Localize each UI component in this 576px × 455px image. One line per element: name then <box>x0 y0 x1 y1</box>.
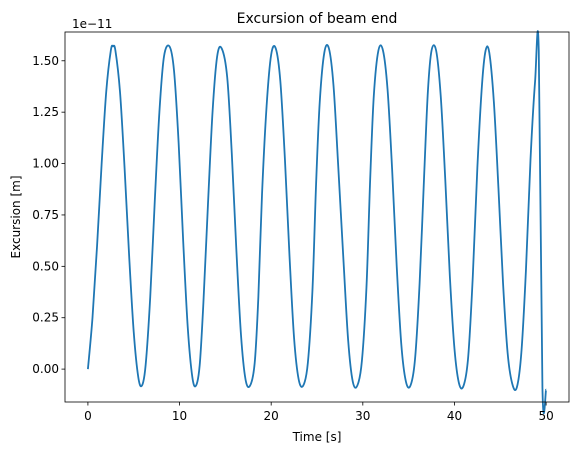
x-tick-label: 0 <box>84 409 92 423</box>
x-tick-label: 30 <box>355 409 370 423</box>
plot-area <box>64 30 570 415</box>
y-tick-label: 0.25 <box>32 311 59 325</box>
chart-title: Excursion of beam end <box>237 11 398 27</box>
y-tick-label: 1.25 <box>32 105 59 119</box>
y-offset-label: 1e−11 <box>72 17 112 31</box>
y-tick-label: 0.50 <box>32 259 59 273</box>
x-axis: 0 10 20 30 40 50 <box>84 402 554 423</box>
x-axis-label: Time [s] <box>292 430 342 444</box>
x-tick-label: 20 <box>264 409 279 423</box>
x-tick-label: 40 <box>447 409 462 423</box>
y-axis: 0.00 0.25 0.50 0.75 1.00 1.25 1.50 <box>32 54 65 376</box>
series-layer <box>87 30 547 415</box>
axes-frame <box>64 31 570 403</box>
y-tick-label: 0.00 <box>32 362 59 376</box>
series-line <box>87 30 547 415</box>
x-tick-label: 10 <box>172 409 187 423</box>
y-axis-label: Excursion [m] <box>9 175 23 258</box>
y-tick-label: 1.50 <box>32 54 59 68</box>
x-tick-label: 50 <box>538 409 553 423</box>
y-tick-label: 0.75 <box>32 208 59 222</box>
y-tick-label: 1.00 <box>32 157 59 171</box>
